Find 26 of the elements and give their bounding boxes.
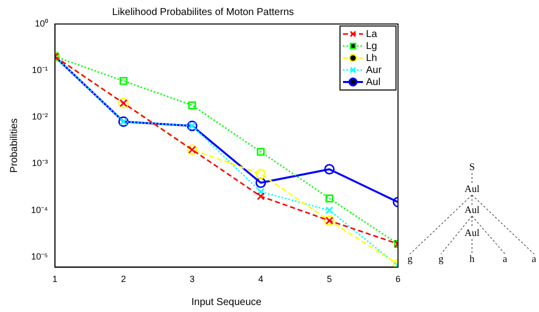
text: a — [502, 254, 508, 265]
x-tick-label: 1 — [52, 274, 58, 284]
text: a — [532, 254, 537, 265]
chart-title: Likelihood Probabilites of Moton Patterns — [112, 6, 294, 18]
y-tick-label: 10⁻¹ — [32, 65, 48, 76]
text: h — [470, 254, 474, 265]
text: g — [408, 254, 412, 265]
x-tick-label: 4 — [258, 274, 264, 284]
y-tick-label: 10⁻³ — [32, 158, 48, 168]
y-tick-label: 10⁻⁴ — [30, 204, 48, 215]
y-tick-label: 10⁰ — [34, 18, 48, 28]
x-tick-label: 5 — [326, 274, 332, 284]
legend-label: Lg — [366, 40, 378, 52]
x-tick-label: 6 — [395, 274, 401, 284]
x-axis-title: Input Sequeuce — [191, 296, 262, 308]
x-tick-label: 3 — [190, 274, 195, 284]
y-tick-label: 10⁻⁵ — [31, 251, 48, 262]
legend-label: La — [366, 28, 378, 40]
x-tick-label: 2 — [120, 274, 126, 284]
y-axis-title: Probabilities — [8, 118, 20, 173]
text: g — [438, 254, 444, 265]
y-tick-label: 10⁻² — [32, 112, 48, 122]
legend-label: Lh — [366, 52, 378, 64]
legend-label: Aur — [366, 64, 382, 76]
text: S — [469, 162, 475, 173]
legend-label: Aul — [366, 76, 380, 88]
